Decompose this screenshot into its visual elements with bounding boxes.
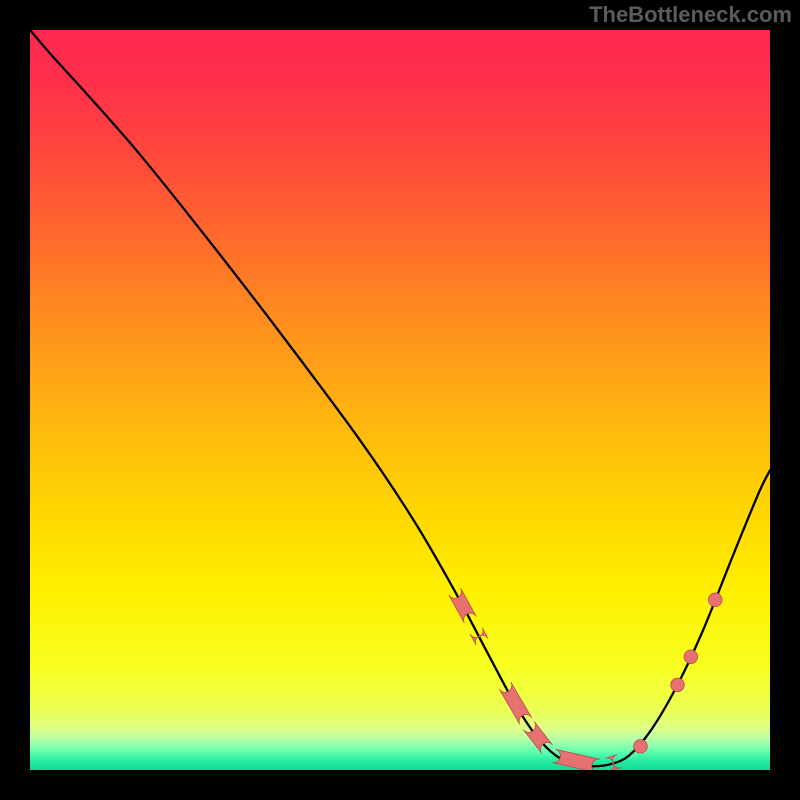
curve-marker-dot [684,650,698,664]
chart-gradient-bg [30,30,770,770]
curve-marker-dot [671,678,685,692]
curve-marker-dot [708,593,722,607]
curve-marker-dot [634,740,648,754]
watermark-text: TheBottleneck.com [589,2,792,28]
